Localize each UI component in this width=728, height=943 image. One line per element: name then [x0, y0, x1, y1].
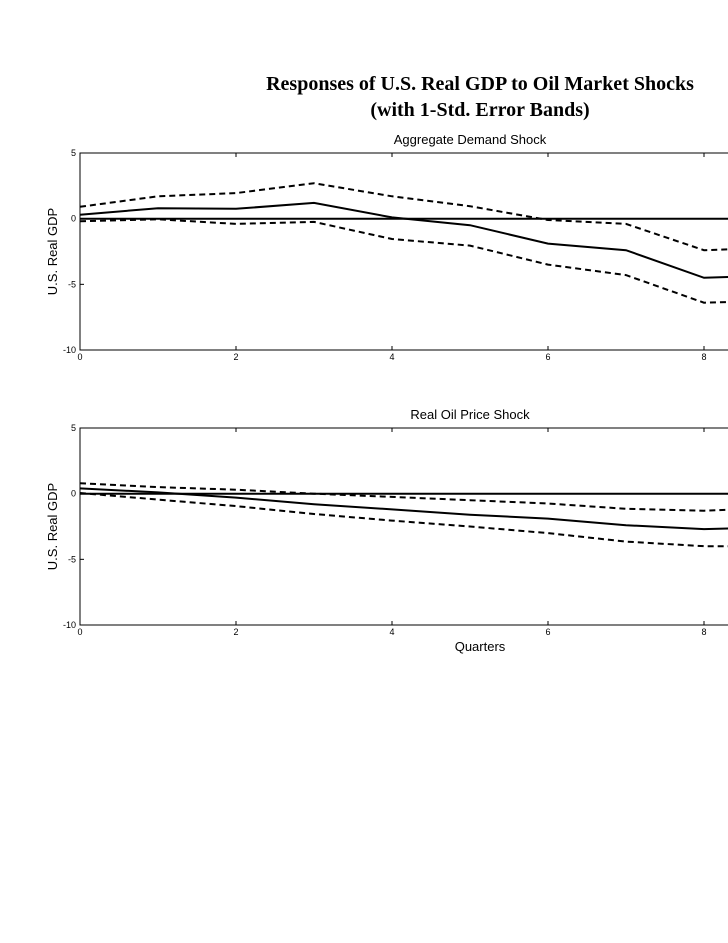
y-tick-label: -5	[68, 279, 76, 289]
x-tick-label: 0	[77, 627, 82, 637]
y-tick-label: 5	[71, 148, 76, 158]
real-oil-price-y-axis-label: U.S. Real GDP	[45, 483, 60, 570]
x-tick-label: 8	[701, 627, 706, 637]
real-oil-price-x-axis-label: Quarters	[455, 639, 506, 654]
aggregate-demand-series-upper-band	[79, 182, 728, 252]
real-oil-price-panel: Real Oil Price Shock 0 2 4 6 8 5 0 -5 -10 U.S. Rea…	[45, 407, 728, 654]
aggregate-demand-series-response	[79, 201, 728, 279]
aggregate-demand-series-lower-band	[79, 218, 728, 304]
real-oil-price-subplot-title: Real Oil Price Shock	[410, 407, 530, 422]
aggregate-demand-plot-frame	[79, 152, 728, 351]
y-tick-label: -5	[68, 554, 76, 564]
y-tick-label: 0	[71, 489, 76, 499]
x-tick-label: 6	[545, 352, 550, 362]
y-tick-label: -10	[63, 620, 76, 630]
real-oil-price-plot-frame	[79, 427, 728, 626]
aggregate-demand-subplot-title: Aggregate Demand Shock	[394, 132, 547, 147]
x-tick-label: 4	[389, 627, 394, 637]
x-tick-label: 2	[233, 352, 238, 362]
real-oil-price-series-upper-band	[79, 482, 728, 512]
y-tick-label: 5	[71, 423, 76, 433]
x-tick-label: 8	[701, 352, 706, 362]
aggregate-demand-panel: Aggregate Demand Shock 0 2 4 6 8 5 0 -5 -10 U.S. R…	[45, 132, 728, 362]
figure-title-line2: (with 1-Std. Error Bands)	[370, 99, 590, 121]
y-tick-label: 0	[71, 214, 76, 224]
x-tick-label: 2	[233, 627, 238, 637]
real-oil-price-series-response	[79, 487, 728, 531]
x-tick-label: 6	[545, 627, 550, 637]
x-tick-label: 0	[77, 352, 82, 362]
real-oil-price-series-lower-band	[79, 492, 728, 548]
y-tick-label: -10	[63, 345, 76, 355]
x-tick-label: 4	[389, 352, 394, 362]
figure-title-line1: Responses of U.S. Real GDP to Oil Market…	[266, 73, 694, 95]
aggregate-demand-y-axis-label: U.S. Real GDP	[45, 208, 60, 295]
